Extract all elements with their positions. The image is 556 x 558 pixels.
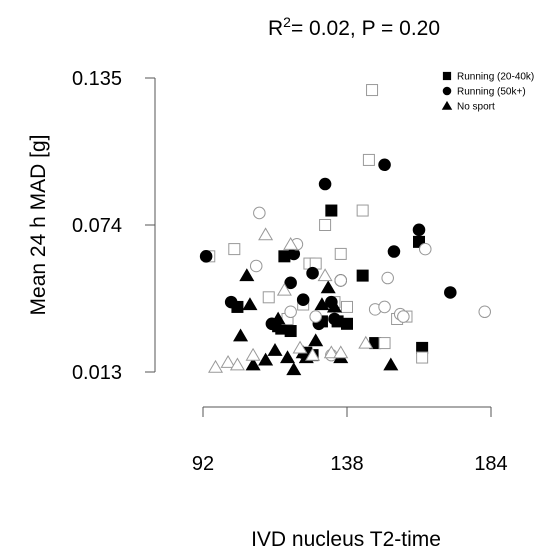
data-point-circle-open	[397, 310, 410, 323]
data-point-triangle-filled	[320, 280, 336, 294]
legend-label: Running (50k+)	[457, 87, 526, 98]
legend-marker-square	[442, 71, 452, 81]
y-tick-label: 0.074	[72, 215, 122, 237]
x-tick-label: 138	[330, 453, 363, 475]
data-point-square-filled	[356, 269, 369, 282]
data-point-triangle-filled	[280, 350, 296, 364]
data-point-triangle-open	[358, 335, 374, 349]
y-tick-label: 0.135	[72, 68, 122, 90]
data-point-triangle-open	[258, 227, 274, 241]
data-point-circle-filled	[328, 312, 341, 326]
y-tick-label: 0.013	[72, 362, 122, 384]
data-point-triangle-filled	[308, 333, 324, 347]
x-axis-title: IVD nucleus T2-time	[251, 528, 441, 551]
data-point-triangle-open	[292, 340, 308, 354]
data-point-triangle-filled	[383, 357, 399, 371]
data-point-square-open	[378, 337, 391, 350]
data-point-square-open	[416, 351, 429, 364]
data-point-triangle-open	[333, 345, 349, 359]
data-point-circle-filled	[224, 295, 238, 309]
data-point-triangle-filled	[267, 342, 283, 356]
data-point-triangle-filled	[314, 297, 330, 311]
y-axis: 0.013 0.074 0.135	[72, 68, 156, 384]
data-point-triangle-open	[323, 345, 339, 359]
data-point-circle-open	[418, 242, 432, 256]
data-point-triangle-open	[305, 347, 321, 361]
data-point-circle-filled	[444, 286, 457, 299]
data-point-square-open	[362, 153, 375, 166]
data-point-square-open	[334, 247, 347, 260]
data-point-circle-open	[334, 274, 348, 287]
x-axis: 92 138 184	[192, 406, 508, 475]
data-point-triangle-filled	[258, 352, 274, 366]
data-point-triangle-filled	[286, 362, 302, 376]
legend-label: No sport	[457, 102, 495, 113]
data-points	[199, 84, 492, 376]
data-point-triangle-filled	[233, 328, 249, 342]
data-point-circle-filled	[296, 293, 310, 306]
data-point-circle-open	[249, 259, 263, 273]
data-point-circle-open	[284, 305, 297, 319]
data-point-triangle-filled	[326, 299, 342, 313]
data-point-square-open	[366, 84, 379, 97]
data-point-triangle-open	[208, 359, 224, 373]
data-point-square-filled	[341, 317, 353, 330]
data-point-circle-filled	[378, 158, 391, 172]
legend: Running (20-40k) Running (50k+) No sport	[441, 71, 534, 113]
data-point-circle-open	[309, 310, 322, 323]
data-point-circle-filled	[412, 223, 426, 237]
data-point-triangle-open	[317, 268, 333, 282]
legend-label: Running (20-40k)	[457, 72, 534, 83]
data-point-triangle-filled	[270, 311, 286, 325]
data-point-square-open	[356, 204, 369, 217]
data-point-triangle-open	[283, 236, 299, 250]
data-point-square-filled	[413, 235, 425, 248]
data-point-circle-open	[253, 206, 266, 220]
data-point-circle-open	[478, 305, 492, 319]
legend-marker-circle	[442, 86, 452, 96]
data-point-circle-open	[378, 300, 391, 314]
data-point-square-open	[341, 300, 353, 313]
chart-title: R2= 0.02, P = 0.20	[268, 14, 440, 40]
y-axis-title: Mean 24 h MAD [g]	[27, 135, 50, 316]
data-point-triangle-filled	[245, 357, 261, 371]
data-point-circle-filled	[387, 245, 401, 258]
data-point-triangle-filled	[239, 268, 255, 282]
data-point-triangle-open	[276, 282, 292, 296]
data-point-triangle-open	[245, 347, 261, 361]
data-point-circle-filled	[199, 250, 213, 263]
legend-marker-triangle	[441, 100, 453, 110]
data-point-triangle-filled	[242, 297, 258, 311]
data-point-circle-filled	[284, 276, 297, 290]
x-tick-label: 92	[192, 453, 214, 475]
data-point-triangle-open	[220, 355, 236, 368]
data-point-circle-filled	[318, 177, 332, 191]
data-point-triangle-open	[229, 357, 245, 371]
data-point-circle-filled	[306, 266, 319, 280]
data-point-square-open	[228, 243, 241, 256]
data-point-circle-open	[381, 271, 394, 285]
data-point-square-open	[319, 219, 332, 231]
data-point-square-filled	[325, 204, 338, 217]
x-tick-label: 184	[474, 453, 507, 475]
data-point-square-open	[262, 291, 275, 304]
